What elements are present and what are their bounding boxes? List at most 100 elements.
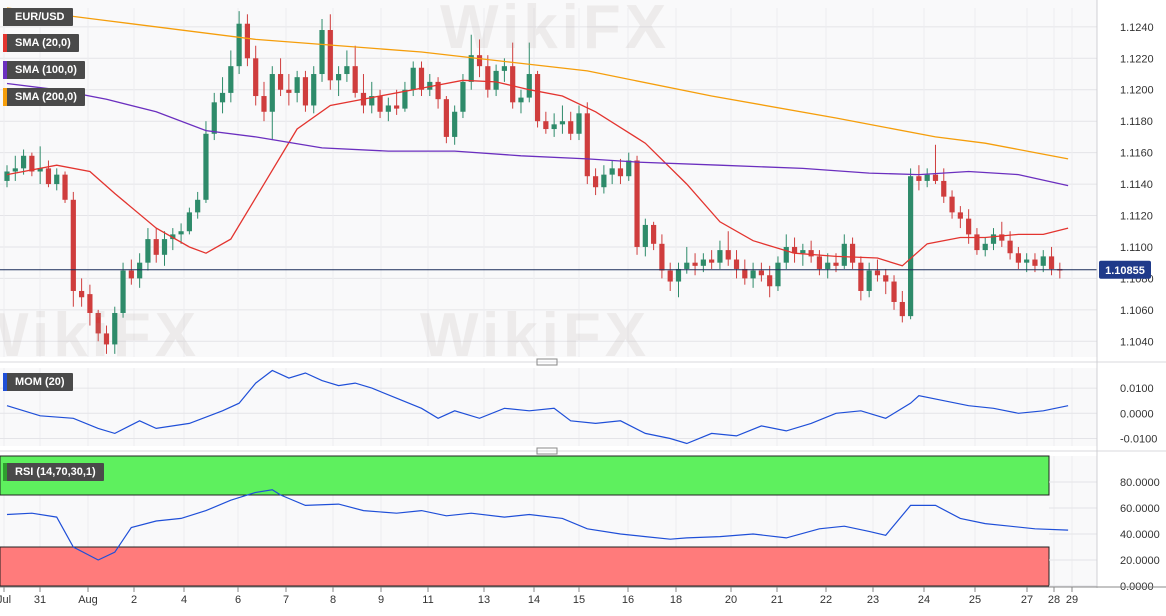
sma20-legend: SMA (20,0) [3,34,79,52]
candle-body [675,268,682,282]
candle-body [79,290,85,298]
x-tick-label: 15 [573,594,585,606]
candle-body [1007,240,1013,254]
candle-body [742,268,748,279]
candle-body [1040,256,1046,266]
candle-body [1032,259,1038,266]
candle-body [302,77,309,106]
symbol-label: EUR/USD [15,11,65,23]
rsi-oversold-zone [0,546,1050,587]
candle-body [725,250,731,260]
candle-body [767,275,773,287]
x-tick-label: 8 [330,594,336,606]
candle-body [103,333,110,345]
sma200-swatch [3,88,7,106]
candle-body [12,168,18,172]
rsi-overbought-zone [0,455,1050,496]
candle-body [949,196,955,213]
candle-body [244,23,251,59]
candle-body [849,243,856,263]
candle-body [982,243,988,251]
mom-line [6,369,1069,445]
current-price-badge [1099,260,1151,279]
price-ytick-label: 1.1240 [1120,22,1154,34]
candle-body [816,256,823,269]
sma100-legend: SMA (100,0) [3,61,85,79]
candle-body [485,66,491,90]
candle-body [709,259,715,263]
candle-body [228,66,234,93]
candle-body [418,67,425,90]
candle-body [435,81,441,100]
price-ytick-label: 1.1060 [1120,305,1154,317]
price-ytick-label: 1.1100 [1120,242,1153,254]
candle-body [336,74,342,81]
candle-body [700,259,706,266]
mom-legend-label: MOM (20) [15,376,65,388]
candle-body [286,89,292,93]
candle-body [203,133,209,200]
x-tick-label: 4 [181,594,187,606]
candle-body [543,121,549,130]
sma20-swatch [3,34,7,52]
candle-body [908,176,914,317]
x-tick-label: 16 [622,594,634,606]
candle-body [841,243,847,266]
rsi-swatch [3,463,7,481]
candle-body [758,270,764,276]
mom-ytick-label: 0.0000 [1120,408,1154,420]
candle-body [460,81,466,112]
x-tick-label: 25 [969,594,981,606]
candle-body [733,259,740,269]
price-ytick-label: 1.1140 [1120,179,1153,191]
sma20-line [6,79,1069,267]
candle-body [70,199,76,291]
candle-body [402,89,408,109]
sma100-swatch [3,61,7,79]
x-tick-label: 14 [528,594,540,606]
candle-body [443,99,449,137]
candle-body [54,174,60,185]
candle-body [999,234,1005,241]
rsi-legend-label: RSI (14,70,30,1) [15,466,96,478]
price-mom-splitter [536,358,558,366]
candle-body [866,270,872,291]
mom-rsi-splitter [536,447,558,455]
candle-body [584,113,590,177]
candle-body [626,160,632,177]
x-tick-label: 23 [867,594,879,606]
candle-body [277,74,284,90]
candle-body [501,66,507,71]
candle-body [394,105,400,109]
candle-body [957,212,963,219]
price-ytick-label: 1.1160 [1120,148,1153,160]
candle-body [195,199,201,213]
candle-body [858,262,864,291]
candle-body [783,246,789,263]
x-tick-label: 27 [1021,594,1033,606]
x-tick-label: 29 [1066,594,1078,606]
candle-body [667,270,673,282]
candle-body [916,176,922,181]
rsi-ytick-label: 80.0000 [1120,477,1160,489]
candle-body [692,262,698,266]
sma200-line [6,7,1069,160]
price-pane-bg [0,0,1097,357]
candle-body [377,96,383,112]
candle-body [20,155,27,169]
candle-body [559,121,566,125]
candle-body [891,281,897,302]
candle-body [990,234,997,244]
candle-body [601,174,607,188]
x-tick-label: 24 [918,594,930,606]
price-ytick-label: 1.1200 [1120,85,1154,97]
candle-body [551,124,557,130]
candle-body [883,275,889,282]
current-price-label: 1.10855 [1105,265,1145,277]
candle-body [642,224,648,247]
candle-body [45,168,52,185]
candle-body [161,239,168,255]
candle-body [311,74,317,106]
sma200-legend-label: SMA (200,0) [15,91,77,103]
